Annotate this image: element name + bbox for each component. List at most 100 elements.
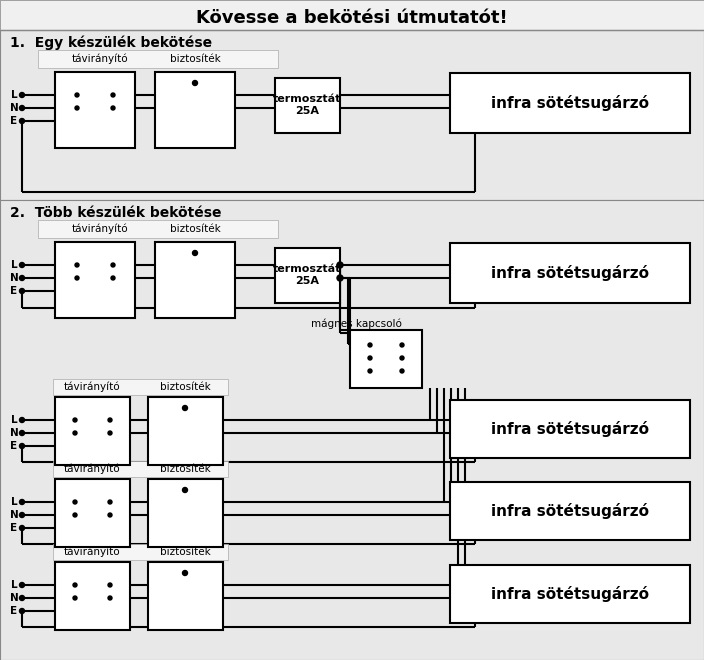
Circle shape <box>75 106 79 110</box>
Bar <box>38 50 278 68</box>
Bar <box>450 565 690 623</box>
Circle shape <box>75 263 79 267</box>
Bar <box>55 397 130 465</box>
Circle shape <box>182 570 187 576</box>
Text: L: L <box>11 580 18 590</box>
Circle shape <box>192 81 198 86</box>
Circle shape <box>20 106 25 110</box>
Text: biztosíték: biztosíték <box>170 224 220 234</box>
Text: E: E <box>11 116 18 126</box>
Bar <box>53 461 228 477</box>
Text: távirányító: távirányító <box>63 464 120 475</box>
Bar <box>275 248 340 303</box>
Text: E: E <box>11 286 18 296</box>
Circle shape <box>111 276 115 280</box>
Text: N: N <box>10 428 18 438</box>
Circle shape <box>111 263 115 267</box>
Circle shape <box>108 596 112 600</box>
Bar <box>450 73 690 133</box>
Circle shape <box>20 288 25 294</box>
Text: 2.  Több készülék bekötése: 2. Több készülék bekötése <box>10 206 222 220</box>
Circle shape <box>108 583 112 587</box>
Circle shape <box>73 596 77 600</box>
Bar <box>350 330 422 388</box>
Text: L: L <box>11 497 18 507</box>
Circle shape <box>108 500 112 504</box>
Text: mágnes kapcsoló: mágnes kapcsoló <box>310 319 401 329</box>
Bar <box>55 242 135 318</box>
Circle shape <box>73 583 77 587</box>
Circle shape <box>20 430 25 436</box>
Circle shape <box>337 262 343 268</box>
Circle shape <box>20 609 25 614</box>
Circle shape <box>75 93 79 97</box>
Circle shape <box>20 444 25 449</box>
Text: L: L <box>11 90 18 100</box>
Circle shape <box>192 251 198 255</box>
Text: infra sötétsugárzó: infra sötétsugárzó <box>491 586 649 602</box>
Bar <box>148 479 223 547</box>
Bar <box>38 220 278 238</box>
Circle shape <box>337 275 343 281</box>
Text: távirányító: távirányító <box>63 381 120 392</box>
Bar <box>450 400 690 458</box>
Bar <box>148 397 223 465</box>
Circle shape <box>108 513 112 517</box>
Bar <box>53 379 228 395</box>
Circle shape <box>368 343 372 347</box>
Circle shape <box>20 263 25 267</box>
Text: távirányító: távirányító <box>63 546 120 557</box>
Circle shape <box>400 356 404 360</box>
Circle shape <box>108 418 112 422</box>
Text: biztosíték: biztosíték <box>160 547 210 557</box>
Circle shape <box>20 92 25 98</box>
Circle shape <box>400 369 404 373</box>
Text: távirányító: távirányító <box>72 53 128 64</box>
Circle shape <box>20 595 25 601</box>
Circle shape <box>20 513 25 517</box>
Text: infra sötétsugárzó: infra sötétsugárzó <box>491 503 649 519</box>
Circle shape <box>182 488 187 492</box>
Text: E: E <box>11 441 18 451</box>
Text: biztosíték: biztosíték <box>160 382 210 392</box>
Bar <box>53 544 228 560</box>
Bar <box>148 562 223 630</box>
Text: biztosíték: biztosíték <box>160 464 210 474</box>
Circle shape <box>368 356 372 360</box>
Circle shape <box>75 276 79 280</box>
Circle shape <box>111 106 115 110</box>
Bar <box>55 562 130 630</box>
Circle shape <box>20 418 25 422</box>
Circle shape <box>73 513 77 517</box>
Circle shape <box>73 431 77 435</box>
Circle shape <box>20 275 25 280</box>
Text: termosztát
25A: termosztát 25A <box>273 94 341 116</box>
Text: infra sötétsugárzó: infra sötétsugárzó <box>491 265 649 281</box>
Text: L: L <box>11 260 18 270</box>
Text: biztosíték: biztosíték <box>170 54 220 64</box>
Circle shape <box>20 500 25 504</box>
Circle shape <box>111 93 115 97</box>
Circle shape <box>20 525 25 531</box>
Circle shape <box>108 431 112 435</box>
Text: távirányító: távirányító <box>72 224 128 234</box>
Circle shape <box>368 369 372 373</box>
Circle shape <box>73 418 77 422</box>
Bar <box>450 482 690 540</box>
Circle shape <box>400 343 404 347</box>
Bar <box>0 0 704 30</box>
Bar <box>155 242 235 318</box>
Text: infra sötétsugárzó: infra sötétsugárzó <box>491 95 649 111</box>
Text: N: N <box>10 593 18 603</box>
Text: Kövesse a bekötési útmutatót!: Kövesse a bekötési útmutatót! <box>196 9 508 27</box>
Circle shape <box>182 405 187 411</box>
Bar <box>55 72 135 148</box>
Text: E: E <box>11 606 18 616</box>
Circle shape <box>20 119 25 123</box>
Circle shape <box>20 583 25 587</box>
Text: N: N <box>10 103 18 113</box>
Text: 1.  Egy készülék bekötése: 1. Egy készülék bekötése <box>10 36 212 50</box>
Text: infra sötétsugárzó: infra sötétsugárzó <box>491 421 649 437</box>
Circle shape <box>73 500 77 504</box>
Bar <box>155 72 235 148</box>
